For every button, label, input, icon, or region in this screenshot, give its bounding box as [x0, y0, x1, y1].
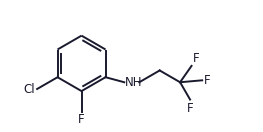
Text: Cl: Cl [23, 82, 35, 95]
Text: NH: NH [125, 76, 143, 89]
Text: F: F [204, 74, 211, 87]
Text: F: F [187, 102, 193, 115]
Text: F: F [78, 113, 85, 126]
Text: F: F [193, 52, 199, 65]
